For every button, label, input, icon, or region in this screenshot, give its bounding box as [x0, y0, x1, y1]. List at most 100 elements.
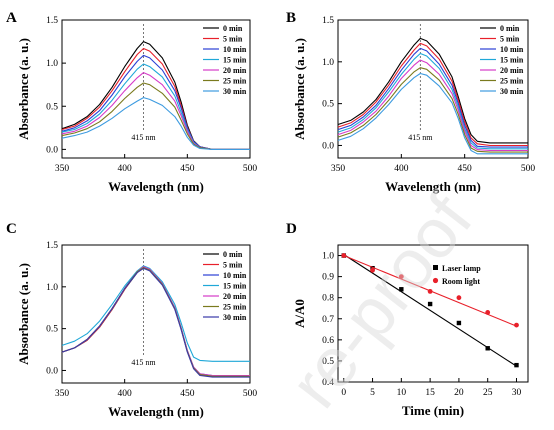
series-line-20-min	[61, 72, 250, 150]
series-line-25-min	[61, 267, 250, 377]
chart-panel-d: D 0 5 10 15 20 25 30 0.4 0.5 0.6 0.7 0.8 0.9 1.0 Time (…	[286, 221, 529, 418]
series-line-0-min	[337, 37, 528, 144]
legend-label: 10 min	[223, 271, 247, 280]
x-tick-label: 10	[397, 388, 407, 398]
legend-label: 20 min	[500, 66, 524, 75]
y-tick-label: 0.5	[46, 325, 58, 335]
series-line-5-min	[337, 42, 528, 147]
series-line-20-min	[337, 59, 528, 152]
y-tick-label: 0.9	[322, 273, 334, 283]
legend-label: 15 min	[500, 56, 524, 65]
y-tick-label: 0.7	[322, 315, 334, 325]
legend-label: 10 min	[223, 45, 247, 54]
x-tick-label: 400	[394, 164, 409, 174]
y-tick-label: 0.6	[322, 336, 334, 346]
series-line-15-min	[61, 265, 250, 362]
x-axis-title: Wavelength (nm)	[385, 179, 481, 194]
x-tick-label: 350	[55, 389, 70, 399]
data-point-circle	[398, 274, 404, 280]
plot-frame	[61, 19, 251, 159]
legend-label: 5 min	[500, 35, 520, 44]
legend-label: 25 min	[223, 303, 247, 312]
panel-letter: C	[6, 221, 17, 237]
series-line-15-min	[61, 63, 250, 150]
data-point-circle	[341, 253, 347, 258]
legend-label: 30 min	[500, 87, 524, 96]
y-tick-label: 1.0	[322, 58, 334, 68]
legend-label: 0 min	[223, 24, 243, 33]
legend-label: 10 min	[500, 45, 524, 54]
y-axis-title: Absorbance (a. u.)	[16, 38, 31, 140]
series-line-30-min	[61, 267, 250, 378]
legend-label: 0 min	[223, 250, 243, 259]
series-line-30-min	[61, 97, 250, 150]
legend-label: 25 min	[500, 77, 524, 86]
x-axis-title: Wavelength (nm)	[108, 179, 204, 194]
series-line-10-min	[337, 47, 528, 148]
y-tick-label: 0.8	[322, 294, 334, 304]
x-tick-label: 25	[483, 388, 493, 398]
legend-label: 5 min	[223, 35, 243, 44]
legend-label: 30 min	[223, 87, 247, 96]
data-point-square	[427, 301, 433, 307]
data-point-circle	[427, 288, 433, 294]
x-tick-label: 350	[331, 164, 346, 174]
y-tick-label: 1.5	[46, 16, 58, 26]
legend-label: 15 min	[223, 56, 247, 65]
x-tick-label: 500	[521, 164, 536, 174]
peak-label: 415 nm	[131, 358, 156, 367]
panel-letter: D	[286, 221, 297, 237]
y-axis-title: Absorbance (a. u.)	[292, 38, 307, 140]
peak-label: 415 nm	[408, 133, 433, 142]
y-tick-label: 1.0	[322, 252, 334, 262]
x-tick-label: 400	[118, 164, 133, 174]
panel-letter: A	[6, 10, 17, 26]
y-tick-label: 1.0	[46, 59, 58, 69]
peak-label: 415 nm	[131, 133, 156, 142]
legend-label: 20 min	[223, 66, 247, 75]
legend-label: 15 min	[223, 282, 247, 291]
data-point-circle	[485, 310, 491, 315]
data-point-square	[485, 346, 490, 351]
y-tick-label: 1.5	[322, 16, 334, 26]
x-tick-label: 30	[512, 388, 522, 398]
plot-frame	[337, 19, 529, 159]
series-line-5-min	[61, 266, 250, 377]
x-tick-label: 15	[425, 388, 435, 398]
plot-frame	[61, 244, 251, 384]
y-tick-label: 0.0	[46, 145, 58, 155]
y-tick-label: 0.5	[322, 100, 334, 110]
chart-panel-a: A 350 400 450 500 0.0 0.5 1.0 1.5 Wavelength (nm)…	[6, 10, 257, 194]
legend-marker	[432, 277, 439, 284]
legend-marker	[433, 265, 438, 270]
panel-letter: B	[286, 10, 296, 26]
series-line-15-min	[337, 52, 528, 150]
legend-label: 30 min	[223, 313, 247, 322]
x-tick-label: 400	[118, 389, 133, 399]
series-line-0-min	[61, 267, 250, 377]
legend-label: 0 min	[500, 24, 520, 33]
y-tick-label: 0.0	[322, 141, 334, 151]
data-point-circle	[514, 322, 519, 328]
x-tick-label: 450	[180, 164, 195, 174]
data-point-circle	[370, 267, 375, 273]
x-tick-label: 450	[180, 389, 195, 399]
x-axis-title: Time (min)	[402, 403, 464, 418]
y-axis-title: A/A0	[292, 299, 307, 328]
x-tick-label: 500	[243, 164, 258, 174]
y-tick-label: 1.5	[46, 241, 58, 251]
series-line-20-min	[61, 266, 250, 377]
y-tick-label: 1.0	[46, 283, 58, 293]
series-line-30-min	[337, 72, 528, 155]
plot-frame	[337, 244, 529, 383]
legend-label: Room light	[442, 277, 480, 286]
y-tick-label: 0.5	[322, 357, 334, 367]
chart-panel-c: C 350 400 450 500 0.0 0.5 1.0 1.5 Wavelength (nm)…	[6, 221, 257, 419]
legend-label: 5 min	[223, 261, 243, 270]
chart-panel-b: B 350 400 450 500 0.0 0.5 1.0 1.5 Wavelength (nm)…	[286, 10, 535, 194]
legend-label: 20 min	[223, 292, 247, 301]
x-tick-label: 450	[458, 164, 473, 174]
y-tick-label: 0.5	[46, 102, 58, 112]
x-tick-label: 350	[55, 164, 70, 174]
